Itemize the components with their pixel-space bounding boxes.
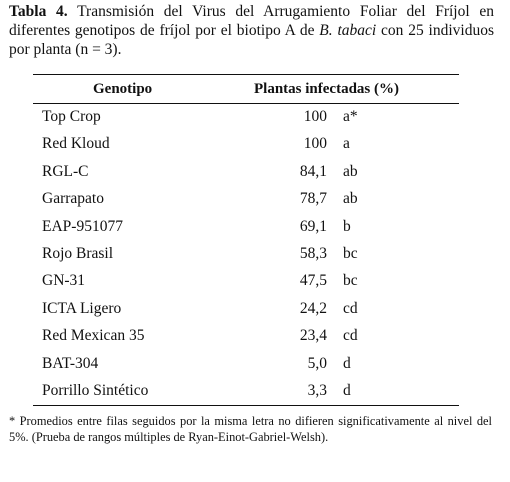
caption-text-end: con 25 individuos por planta (n = 3). bbox=[9, 22, 494, 58]
genotype-cell: Rojo Brasil bbox=[42, 244, 114, 262]
significance-letter-cell: bc bbox=[343, 244, 358, 262]
table-row: Red Kloud 100 a bbox=[0, 131, 510, 158]
header-genotipo: Genotipo bbox=[93, 81, 153, 97]
genotype-cell: GN-31 bbox=[42, 272, 86, 290]
genotype-cell: Red Mexican 35 bbox=[42, 327, 145, 345]
infected-percent-cell: 78,7 bbox=[299, 190, 327, 208]
table-row: EAP-951077 69,1 b bbox=[0, 214, 510, 241]
significance-letter-cell: b bbox=[343, 217, 351, 235]
table-caption: Tabla 4. Transmisión del Virus del Arrug… bbox=[9, 2, 494, 59]
table-bottom-rule bbox=[33, 405, 459, 406]
infected-percent-cell: 24,2 bbox=[299, 299, 327, 317]
caption-species: B. tabaci bbox=[319, 22, 377, 39]
table-body: Top Crop 100 a* Red Kloud 100 a RGL-C 84,1 ab Gar… bbox=[0, 104, 510, 405]
significance-letter-cell: d bbox=[343, 381, 351, 399]
caption-text: Transmisión del Virus del Arrugamiento F… bbox=[9, 3, 495, 39]
table-footnote: * Promedios entre filas seguidos por la … bbox=[9, 414, 492, 444]
significance-letter-cell: a bbox=[343, 135, 350, 153]
genotype-cell: Red Kloud bbox=[42, 135, 110, 153]
table-top-rule bbox=[33, 74, 459, 75]
infected-percent-cell: 5,0 bbox=[307, 354, 327, 372]
infected-percent-cell: 100 bbox=[303, 108, 327, 125]
significance-letter-cell: cd bbox=[343, 299, 358, 317]
table-row: BAT-304 5,0 d bbox=[0, 351, 510, 378]
infected-percent-cell: 84,1 bbox=[299, 162, 327, 180]
infected-percent-cell: 58,3 bbox=[299, 244, 327, 262]
table-row: ICTA Ligero 24,2 cd bbox=[0, 296, 510, 323]
table-row: GN-31 47,5 bc bbox=[0, 268, 510, 295]
infected-percent-cell: 100 bbox=[303, 135, 327, 153]
table-row: RGL-C 84,1 ab bbox=[0, 159, 510, 186]
significance-letter-cell: ab bbox=[343, 162, 358, 180]
significance-letter-cell: a* bbox=[343, 108, 358, 125]
significance-letter-cell: ab bbox=[343, 190, 358, 208]
genotype-cell: Top Crop bbox=[42, 108, 101, 125]
table-row: Porrillo Sintético 3,3 d bbox=[0, 378, 510, 405]
infected-percent-cell: 23,4 bbox=[299, 327, 327, 345]
table-row: Top Crop 100 a* bbox=[0, 104, 510, 131]
table-header-rule bbox=[33, 103, 459, 104]
genotype-cell: Porrillo Sintético bbox=[42, 381, 149, 399]
table-row: Garrapato 78,7 ab bbox=[0, 186, 510, 213]
genotype-cell: EAP-951077 bbox=[42, 217, 123, 235]
genotype-cell: ICTA Ligero bbox=[42, 299, 122, 317]
table-row: Red Mexican 35 23,4 cd bbox=[0, 323, 510, 350]
table-row: Rojo Brasil 58,3 bc bbox=[0, 241, 510, 268]
significance-letter-cell: cd bbox=[343, 327, 358, 345]
infected-percent-cell: 3,3 bbox=[307, 381, 327, 399]
significance-letter-cell: bc bbox=[343, 272, 358, 290]
infected-percent-cell: 69,1 bbox=[299, 217, 327, 235]
significance-letter-cell: d bbox=[343, 354, 351, 372]
genotype-cell: RGL-C bbox=[42, 162, 89, 180]
caption-label: Tabla 4. bbox=[9, 3, 68, 20]
infected-percent-cell: 47,5 bbox=[299, 272, 327, 290]
genotype-cell: Garrapato bbox=[42, 190, 104, 208]
header-plantas-infectadas: Plantas infectadas (%) bbox=[254, 81, 399, 97]
genotype-cell: BAT-304 bbox=[42, 354, 99, 372]
